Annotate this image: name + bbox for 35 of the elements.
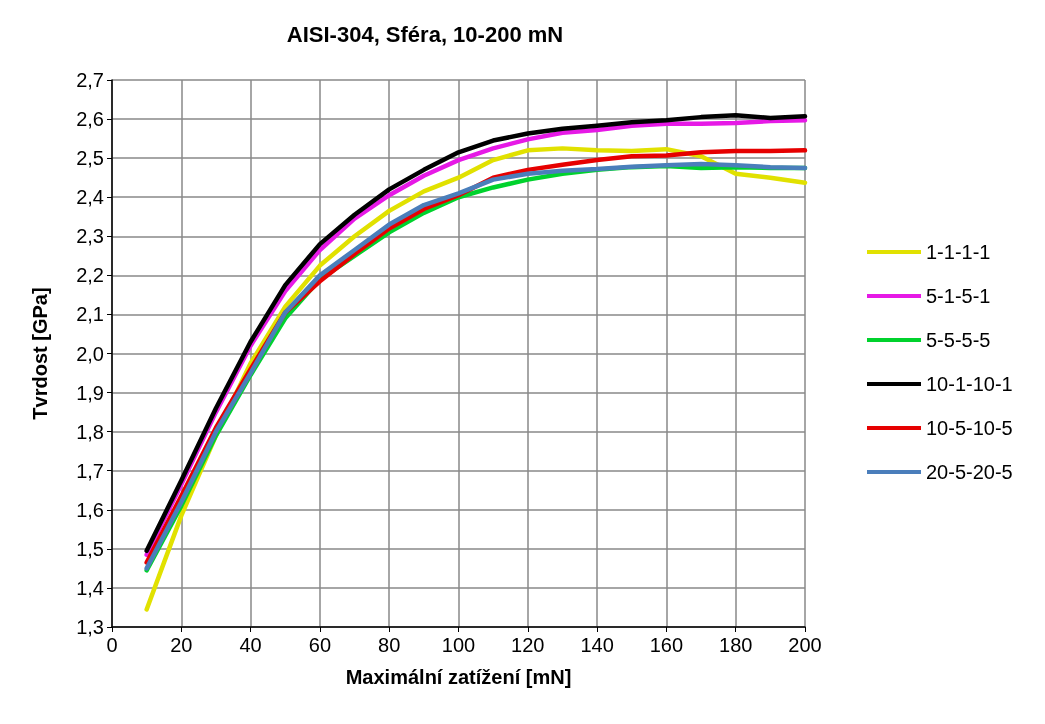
y-tick-label: 2,1: [76, 303, 104, 326]
y-tick-label: 2,2: [76, 264, 104, 287]
legend-label: 10-5-10-5: [926, 417, 1013, 439]
x-tick-label: 0: [106, 634, 118, 656]
y-tick-label: 2,7: [76, 69, 104, 91]
y-tick-label: 2,4: [76, 186, 104, 209]
legend-label: 1-1-1-1: [926, 241, 991, 263]
x-tick-label: 200: [788, 634, 822, 656]
legend-label: 5-1-5-1: [926, 285, 991, 307]
y-tick-label: 1,5: [76, 537, 104, 560]
legend-label: 5-5-5-5: [926, 329, 991, 351]
legend-label: 10-1-10-1: [926, 373, 1013, 395]
x-tick-label: 80: [378, 634, 401, 656]
chart-title: AISI-304, Sféra, 10-200 mN: [286, 21, 564, 47]
x-tick-label: 140: [580, 634, 614, 656]
x-tick-label: 160: [649, 634, 684, 656]
y-tick-label: 2,6: [76, 108, 104, 131]
y-tick-label: 1,7: [76, 459, 104, 482]
y-tick-label: 1,9: [76, 381, 104, 404]
x-tick-label: 180: [719, 634, 753, 656]
y-tick-label: 2,3: [76, 225, 104, 248]
x-tick-label: 100: [441, 634, 476, 656]
x-tick-label: 40: [239, 634, 262, 656]
y-tick-label: 2,5: [76, 147, 104, 170]
x-tick-label: 120: [511, 634, 545, 656]
y-tick-label: 1,3: [76, 616, 104, 638]
x-tick-label: 20: [170, 634, 193, 656]
legend-label: 20-5-20-5: [926, 461, 1013, 483]
x-tick-label: 60: [308, 634, 332, 656]
y-tick-label: 1,8: [76, 420, 104, 443]
y-tick-label: 1,6: [76, 498, 104, 521]
y-axis-title: Tvrdost [GPa]: [29, 287, 51, 420]
y-tick-label: 2,0: [76, 342, 104, 365]
y-tick-label: 1,4: [76, 576, 104, 599]
x-axis-title: Maximální zatížení [mN]: [345, 666, 572, 688]
